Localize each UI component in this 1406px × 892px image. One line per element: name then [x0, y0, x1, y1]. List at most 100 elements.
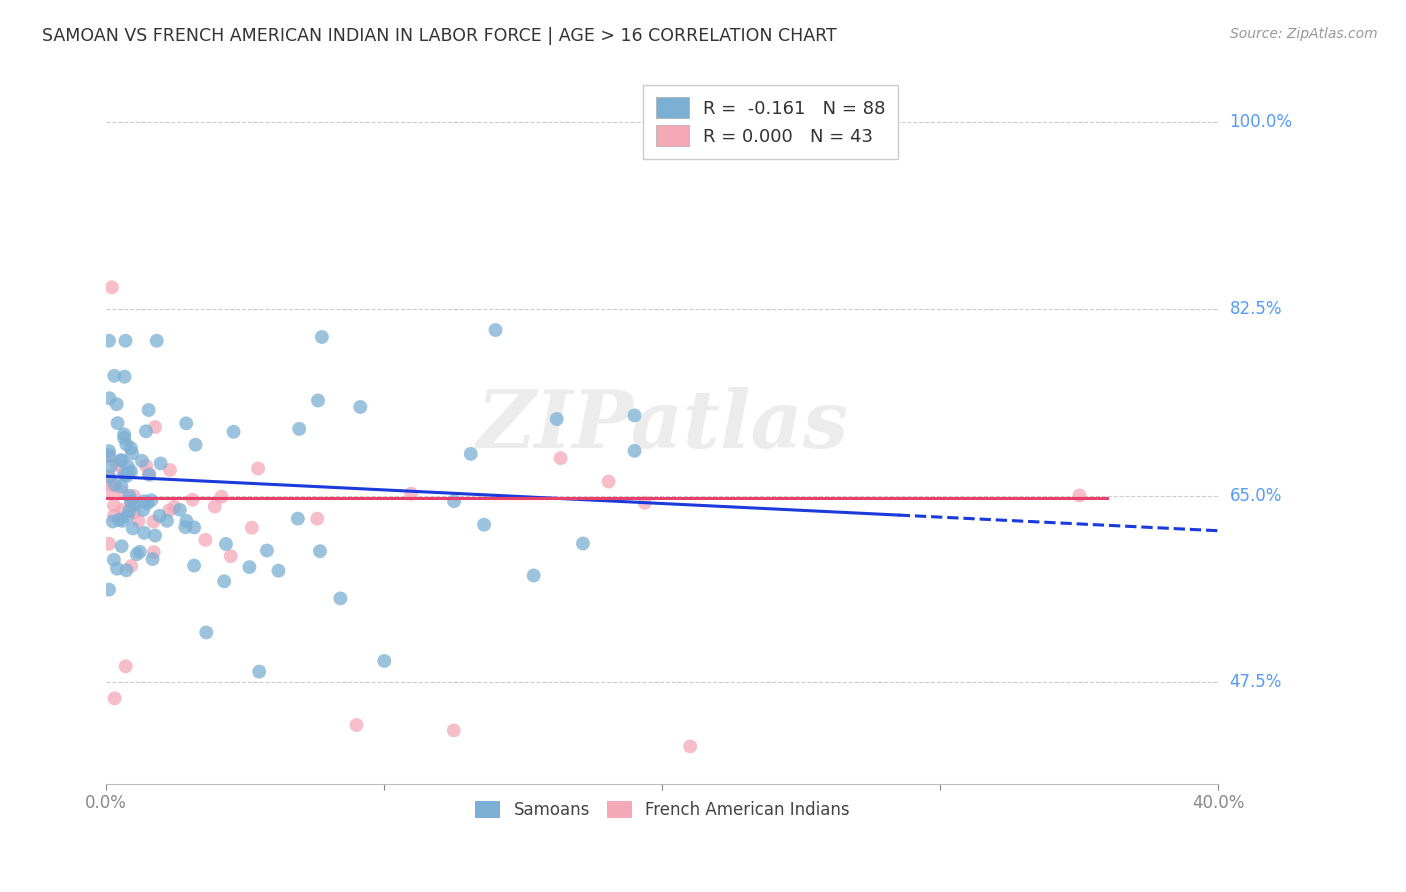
- Point: [176, 514, 198, 528]
- Point: [204, 500, 226, 514]
- Point: [309, 544, 332, 558]
- Point: [131, 454, 153, 468]
- Text: 47.5%: 47.5%: [1230, 673, 1282, 691]
- Point: [634, 496, 657, 510]
- Point: [118, 466, 141, 480]
- Point: [115, 563, 138, 577]
- Point: [103, 553, 125, 567]
- Point: [120, 441, 142, 455]
- Point: [117, 509, 139, 524]
- Point: [136, 496, 159, 510]
- Point: [194, 533, 217, 547]
- Point: [138, 403, 160, 417]
- Text: SAMOAN VS FRENCH AMERICAN INDIAN IN LABOR FORCE | AGE > 16 CORRELATION CHART: SAMOAN VS FRENCH AMERICAN INDIAN IN LABO…: [42, 27, 837, 45]
- Point: [149, 457, 172, 471]
- Point: [373, 654, 395, 668]
- Point: [107, 416, 129, 430]
- Text: Source: ZipAtlas.com: Source: ZipAtlas.com: [1230, 27, 1378, 41]
- Point: [115, 437, 138, 451]
- Point: [105, 458, 128, 472]
- Point: [124, 498, 146, 512]
- Point: [181, 492, 204, 507]
- Point: [143, 528, 166, 542]
- Point: [472, 517, 495, 532]
- Point: [311, 330, 333, 344]
- Point: [163, 500, 186, 514]
- Point: [307, 512, 329, 526]
- Point: [138, 467, 160, 481]
- Point: [256, 543, 278, 558]
- Point: [523, 568, 546, 582]
- Point: [183, 558, 205, 573]
- Point: [112, 467, 135, 481]
- Point: [184, 438, 207, 452]
- Point: [157, 503, 180, 517]
- Point: [142, 545, 165, 559]
- Legend: Samoans, French American Indians: Samoans, French American Indians: [468, 794, 856, 825]
- Point: [307, 393, 329, 408]
- Point: [134, 494, 156, 508]
- Point: [211, 490, 233, 504]
- Point: [443, 494, 465, 508]
- Point: [460, 447, 482, 461]
- Point: [222, 425, 245, 439]
- Point: [128, 545, 150, 559]
- Point: [212, 574, 235, 589]
- Point: [121, 446, 143, 460]
- Point: [546, 412, 568, 426]
- Point: [138, 467, 160, 482]
- Point: [247, 665, 270, 679]
- Point: [98, 469, 121, 483]
- Point: [169, 503, 191, 517]
- Point: [114, 467, 136, 482]
- Point: [98, 448, 121, 462]
- Point: [103, 368, 125, 383]
- Point: [110, 484, 132, 499]
- Point: [114, 334, 136, 348]
- Point: [142, 515, 165, 529]
- Point: [120, 498, 142, 512]
- Point: [679, 739, 702, 754]
- Text: 82.5%: 82.5%: [1230, 300, 1282, 318]
- Point: [240, 521, 263, 535]
- Point: [112, 431, 135, 445]
- Point: [141, 493, 163, 508]
- Point: [114, 369, 136, 384]
- Point: [122, 489, 145, 503]
- Point: [148, 508, 170, 523]
- Point: [124, 505, 146, 519]
- Point: [98, 334, 121, 348]
- Point: [103, 499, 125, 513]
- Point: [127, 514, 149, 528]
- Point: [120, 558, 142, 573]
- Point: [484, 323, 506, 337]
- Point: [145, 334, 167, 348]
- Point: [219, 549, 242, 563]
- Point: [183, 520, 205, 534]
- Point: [174, 520, 197, 534]
- Point: [120, 494, 142, 508]
- Point: [443, 723, 465, 738]
- Point: [100, 458, 122, 473]
- Point: [1069, 489, 1091, 503]
- Point: [238, 560, 260, 574]
- Point: [98, 392, 121, 406]
- Point: [112, 427, 135, 442]
- Point: [598, 475, 620, 489]
- Point: [329, 591, 352, 606]
- Point: [135, 424, 157, 438]
- Point: [143, 420, 166, 434]
- Point: [98, 537, 121, 551]
- Point: [550, 451, 572, 466]
- Point: [215, 537, 238, 551]
- Point: [349, 400, 371, 414]
- Point: [346, 718, 368, 732]
- Point: [101, 515, 124, 529]
- Point: [195, 625, 218, 640]
- Point: [117, 459, 139, 474]
- Point: [105, 397, 128, 411]
- Point: [98, 582, 121, 597]
- Point: [114, 659, 136, 673]
- Point: [100, 483, 122, 498]
- Point: [174, 417, 197, 431]
